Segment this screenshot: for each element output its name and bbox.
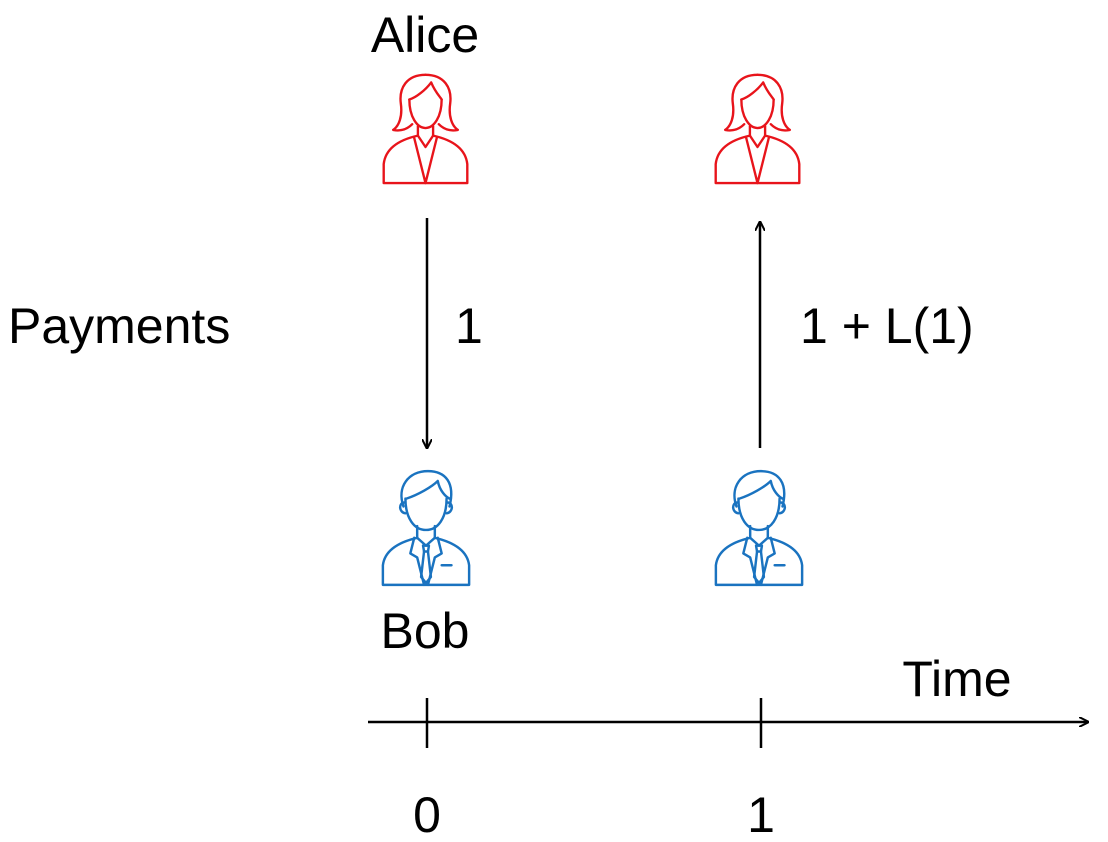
payments-row-label: Payments [8,298,230,354]
woman-person-icon [714,73,801,185]
alice-name-label: Alice [371,7,479,63]
timeline-tick-label: 0 [413,787,441,842]
man-person-icon [381,469,471,587]
timeline-label: Time [902,651,1011,707]
bob-name-label: Bob [381,603,470,659]
payment-amount-label: 1 [455,298,483,354]
woman-person-icon [382,73,469,185]
payment-amount-label: 1 + L(1) [800,298,974,354]
man-person-icon [714,469,804,587]
timeline-tick-label: 1 [747,787,775,842]
